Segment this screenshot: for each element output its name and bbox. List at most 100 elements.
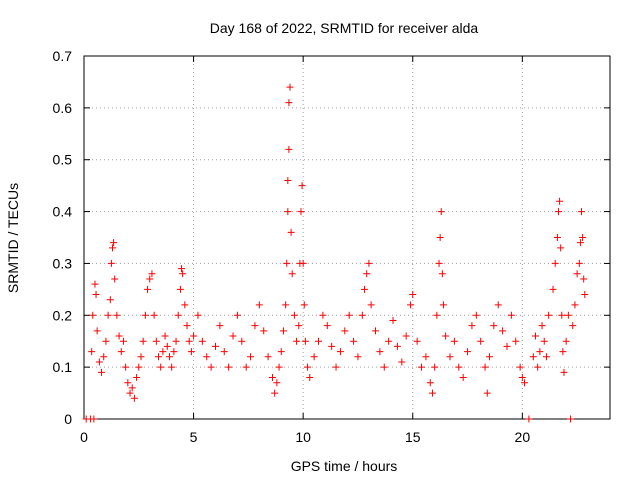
data-point	[436, 234, 444, 241]
data-point	[144, 285, 152, 293]
data-point	[435, 259, 443, 267]
data-point	[89, 311, 97, 319]
y-tick-label: 0.6	[53, 100, 73, 116]
data-point	[398, 358, 406, 366]
data-point	[148, 270, 156, 278]
data-point	[98, 368, 106, 376]
data-point	[297, 208, 305, 216]
data-point	[556, 197, 564, 205]
data-point	[578, 208, 586, 216]
axis-ticks: 0 0.1 0.2 0.3 0.4 0.5 0.6 0.7 0 5 10 15 20	[53, 48, 610, 445]
data-point	[301, 337, 309, 345]
data-point	[126, 389, 134, 397]
data-point	[446, 353, 454, 361]
data-point	[323, 322, 331, 330]
data-point	[183, 322, 191, 330]
data-point	[428, 389, 436, 397]
data-point	[494, 301, 502, 309]
data-point	[135, 363, 143, 371]
data-point	[216, 322, 224, 330]
data-point	[146, 275, 154, 283]
data-point	[389, 316, 397, 324]
data-point	[468, 322, 476, 330]
data-point	[187, 348, 195, 356]
x-axis-label: GPS time / hours	[291, 458, 398, 474]
data-point	[124, 379, 132, 387]
data-point	[558, 311, 566, 319]
data-point	[402, 332, 410, 340]
data-point	[560, 368, 568, 376]
data-point	[336, 348, 344, 356]
y-tick-label: 0.7	[53, 48, 73, 64]
data-point	[464, 348, 472, 356]
data-point	[319, 311, 327, 319]
data-points	[82, 83, 589, 423]
data-point	[174, 311, 182, 319]
data-point	[108, 244, 116, 252]
data-point	[288, 270, 296, 278]
data-point	[255, 301, 263, 309]
data-point	[283, 259, 291, 267]
data-point	[277, 348, 285, 356]
data-point	[137, 353, 145, 361]
data-point	[113, 311, 121, 319]
data-point	[512, 337, 520, 345]
data-point	[242, 363, 250, 371]
data-point	[264, 353, 272, 361]
data-point	[393, 342, 401, 350]
x-tick-label: 0	[80, 429, 88, 445]
x-tick-label: 10	[295, 429, 311, 445]
data-point	[225, 363, 233, 371]
data-point	[573, 270, 581, 278]
data-point	[365, 259, 373, 267]
data-point	[531, 332, 539, 340]
data-point	[161, 332, 169, 340]
chart-title: Day 168 of 2022, SRMTID for receiver ald…	[210, 20, 479, 36]
data-point	[576, 239, 584, 247]
data-point	[536, 348, 544, 356]
data-point	[181, 301, 189, 309]
data-point	[203, 353, 211, 361]
x-tick-label: 20	[515, 429, 531, 445]
data-point	[90, 415, 98, 423]
data-point	[538, 322, 546, 330]
data-point	[310, 353, 318, 361]
data-point	[271, 389, 279, 397]
data-point	[119, 337, 127, 345]
data-point	[107, 259, 115, 267]
data-point	[279, 327, 287, 335]
data-point	[295, 322, 303, 330]
data-point	[332, 363, 340, 371]
data-point	[152, 337, 160, 345]
data-point	[207, 363, 215, 371]
data-point	[286, 83, 294, 91]
data-point	[198, 337, 206, 345]
data-point	[170, 348, 178, 356]
data-point	[229, 332, 237, 340]
data-point	[268, 374, 276, 382]
data-point	[376, 348, 384, 356]
data-point	[130, 394, 138, 402]
data-point	[290, 311, 298, 319]
y-tick-label: 0	[64, 411, 72, 427]
data-point	[95, 358, 103, 366]
data-point	[437, 208, 445, 216]
data-point	[580, 275, 588, 283]
data-point	[110, 239, 118, 247]
data-point	[299, 259, 307, 267]
data-point	[516, 363, 524, 371]
data-point	[102, 337, 110, 345]
data-point	[284, 208, 292, 216]
data-point	[581, 291, 589, 299]
data-point	[287, 228, 295, 236]
data-point	[247, 353, 255, 361]
data-point	[238, 337, 246, 345]
data-point	[380, 363, 388, 371]
data-point	[128, 384, 136, 392]
data-point	[285, 99, 293, 107]
data-point	[315, 337, 323, 345]
data-point	[273, 379, 281, 387]
data-point	[212, 342, 219, 350]
data-point	[306, 374, 314, 382]
